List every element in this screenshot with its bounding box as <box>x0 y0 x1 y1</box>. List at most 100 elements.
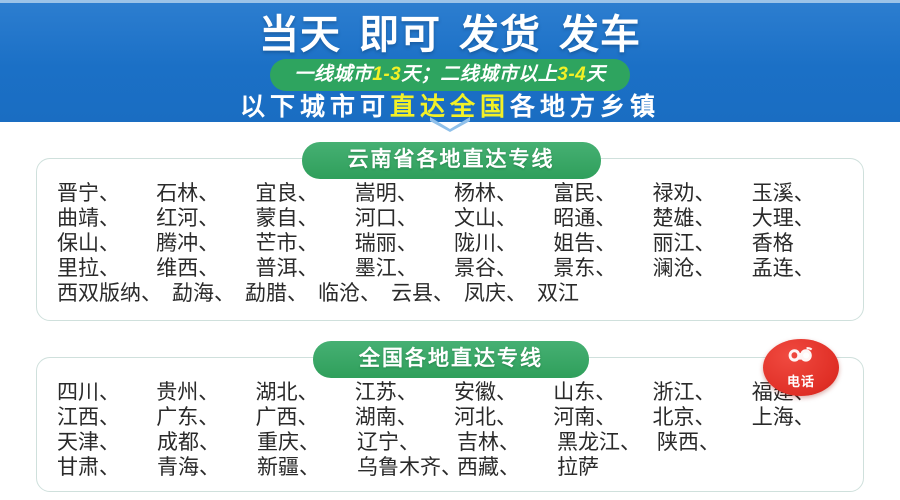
city-item: 贵州、 <box>156 381 220 404</box>
pill-highlight-1: 1-3 <box>372 64 402 85</box>
city-item: 勐腊、 <box>245 282 308 305</box>
city-item: 新疆、 <box>257 456 320 479</box>
city-item: 孟连、 <box>751 257 815 280</box>
city-item: 普洱、 <box>255 257 319 280</box>
chevron-down-icon <box>428 116 472 132</box>
city-item: 腾冲、 <box>156 232 220 255</box>
city-row: 晋宁、 石林、 宜良、 嵩明、 杨林、 富民、 禄劝、 玉溪、 <box>49 181 851 206</box>
header-banner: 当天 即可 发货 发车 一线城市1-3天；二线城市以上3-4天 以下城市可直达全国各地… <box>0 0 900 132</box>
headline-segment-2: 即可 <box>359 13 441 57</box>
city-item: 湖南、 <box>354 406 418 429</box>
city-item: 吉林、 <box>457 431 520 454</box>
phone-handset-icon <box>786 346 816 370</box>
headline-segment-4: 发车 <box>559 13 641 57</box>
city-item: 景东、 <box>553 257 617 280</box>
city-item: 勐海、 <box>172 282 235 305</box>
city-item: 蒙自、 <box>255 207 319 230</box>
city-item: 重庆、 <box>257 431 320 454</box>
city-item: 富民、 <box>553 182 617 205</box>
city-row: 保山、 腾冲、 芒市、 瑞丽、 陇川、 姐告、 丽江、 香格 <box>49 231 851 256</box>
city-item: 河南、 <box>553 406 617 429</box>
city-item: 红河、 <box>156 207 220 230</box>
yunnan-title-wrap: 云南省各地直达专线 <box>37 142 865 179</box>
city-item: 石林、 <box>156 182 220 205</box>
delivery-time-pill: 一线城市1-3天；二线城市以上3-4天 <box>270 59 630 91</box>
city-item: 玉溪、 <box>751 182 815 205</box>
city-row: 曲靖、 红河、 蒙自、 河口、 文山、 昭通、 楚雄、 大理、 <box>49 206 851 231</box>
city-item: 里拉、 <box>57 257 120 280</box>
city-item: 凤庆、 <box>464 282 527 305</box>
city-item: 河北、 <box>454 406 517 429</box>
city-item: 乌鲁木齐、 <box>357 456 462 479</box>
city-row: 里拉、 维西、 普洱、 墨江、 景谷、 景东、 澜沧、 孟连、 <box>49 256 851 281</box>
phone-contact-badge[interactable]: 电话 <box>763 339 839 396</box>
subline-before: 以下城市可 <box>239 93 390 121</box>
city-row: 天津、 成都、 重庆、 辽宁、 吉林、 黑龙江、 陕西、 <box>49 430 851 455</box>
city-item: 姐告、 <box>553 232 617 255</box>
city-item: 安徽、 <box>454 381 517 404</box>
pill-text-1: 一线城市 <box>294 64 373 85</box>
national-title-wrap: 全国各地直达专线 <box>37 341 865 378</box>
city-row: 西双版纳、 勐海、 勐腊、 临沧、 云县、 凤庆、 双江 <box>49 281 851 306</box>
phone-badge-label: 电话 <box>786 374 815 389</box>
subline-highlight: 直达全国 <box>389 93 510 121</box>
subline: 以下城市可直达全国各地方乡镇 <box>0 92 900 122</box>
city-item: 江西、 <box>57 406 120 429</box>
headline-segment-3: 发货 <box>459 13 541 57</box>
city-item: 青海、 <box>157 456 220 479</box>
delivery-time-pill-wrap: 一线城市1-3天；二线城市以上3-4天 <box>0 59 900 91</box>
city-item: 昭通、 <box>553 207 617 230</box>
city-item: 北京、 <box>652 406 716 429</box>
city-item: 文山、 <box>454 207 517 230</box>
national-routes-card: 全国各地直达专线 四川、贵州、湖北、江苏、安徽、山东、浙江、福建、 江西、广东、… <box>36 341 864 492</box>
city-item: 临沧、 <box>318 282 381 305</box>
city-item: 西藏、 <box>457 456 520 479</box>
city-item: 湖北、 <box>255 381 319 404</box>
pill-text-2: 天； <box>401 64 441 85</box>
city-item: 香格 <box>751 232 794 255</box>
city-item: 大理、 <box>751 207 815 230</box>
city-item: 维西、 <box>156 257 220 280</box>
city-item: 陇川、 <box>454 232 517 255</box>
city-item: 嵩明、 <box>354 182 418 205</box>
national-city-list: 四川、贵州、湖北、江苏、安徽、山东、浙江、福建、 江西、广东、广西、湖南、河北、… <box>49 380 851 480</box>
yunnan-routes-card: 云南省各地直达专线 晋宁、 石林、 宜良、 嵩明、 杨林、 富民、 禄劝、 玉溪、 曲靖、 红河… <box>36 142 864 321</box>
city-item: 曲靖、 <box>57 207 120 230</box>
city-row: 四川、贵州、湖北、江苏、安徽、山东、浙江、福建、 <box>49 380 851 405</box>
city-item: 芒市、 <box>255 232 319 255</box>
city-row: 江西、 广东、 广西、 湖南、 河北、 河南、 北京、 上海、 <box>49 405 851 430</box>
pill-text-4: 天 <box>586 64 606 85</box>
city-item: 晋宁、 <box>57 182 120 205</box>
city-item: 瑞丽、 <box>354 232 418 255</box>
city-item: 杨林、 <box>454 182 517 205</box>
city-item: 广西、 <box>255 406 319 429</box>
city-item: 双江 <box>537 282 579 305</box>
city-item: 云县、 <box>391 282 454 305</box>
yunnan-city-list: 晋宁、 石林、 宜良、 嵩明、 杨林、 富民、 禄劝、 玉溪、 曲靖、 红河、 蒙自、 河口、 文山、… <box>49 181 851 306</box>
city-item: 西双版纳、 <box>57 282 162 305</box>
national-section-title: 全国各地直达专线 <box>313 341 589 378</box>
city-item: 黑龙江、 <box>557 431 641 454</box>
city-item: 辽宁、 <box>357 431 420 454</box>
city-item: 澜沧、 <box>652 257 716 280</box>
yunnan-section-title: 云南省各地直达专线 <box>301 142 601 179</box>
city-item: 丽江、 <box>652 232 716 255</box>
city-item: 宜良、 <box>255 182 319 205</box>
city-item: 保山、 <box>57 232 120 255</box>
pill-text-3: 二线城市以上 <box>440 64 558 85</box>
city-item: 天津、 <box>57 431 120 454</box>
city-item: 禄劝、 <box>652 182 716 205</box>
city-row: 甘肃、 青海、 新疆、 乌鲁木齐、 西藏、 拉萨 <box>49 455 851 480</box>
city-item: 河口、 <box>354 207 418 230</box>
city-item: 山东、 <box>553 381 617 404</box>
city-item: 江苏、 <box>354 381 418 404</box>
city-item: 四川、 <box>57 381 120 404</box>
city-item: 甘肃、 <box>57 456 120 479</box>
headline: 当天 即可 发货 发车 <box>0 11 900 59</box>
header-top-divider <box>0 0 900 3</box>
subline-after: 各地方乡镇 <box>510 93 661 121</box>
city-item: 陕西、 <box>657 431 720 454</box>
city-item: 上海、 <box>751 406 815 429</box>
city-item: 景谷、 <box>454 257 517 280</box>
